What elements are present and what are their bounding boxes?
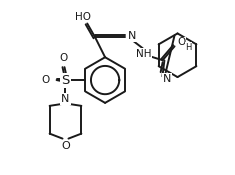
Text: N: N	[128, 31, 136, 41]
Text: O: O	[61, 141, 70, 150]
Text: O: O	[59, 53, 68, 63]
Text: H: H	[185, 43, 192, 52]
Text: HO: HO	[75, 12, 91, 22]
Text: N: N	[162, 74, 171, 84]
Text: O: O	[177, 37, 186, 47]
Text: S: S	[61, 74, 70, 87]
Text: O: O	[42, 75, 50, 85]
Text: NH: NH	[136, 49, 152, 59]
Text: N: N	[61, 94, 70, 104]
